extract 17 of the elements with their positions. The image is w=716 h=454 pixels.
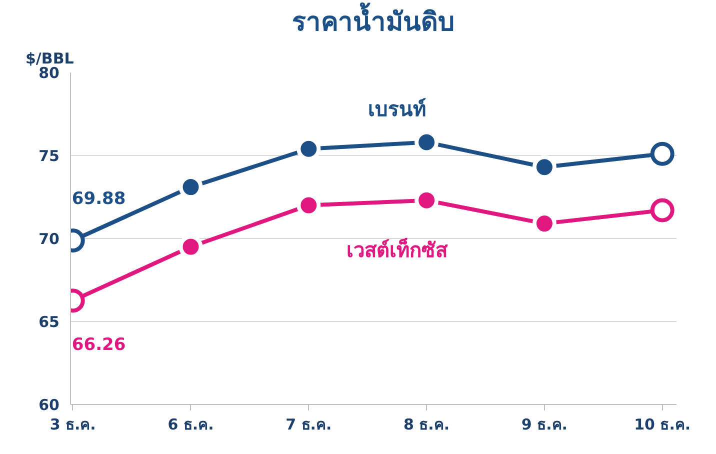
chart-title: ราคาน้ำมันดิบ bbox=[292, 2, 455, 38]
x-tick-label: 6 ธ.ค. bbox=[168, 416, 214, 434]
annotation: 69.88 bbox=[72, 188, 126, 209]
y-tick-label: 65 bbox=[38, 313, 60, 331]
x-tick-label: 7 ธ.ค. bbox=[286, 416, 332, 434]
series-label: เบรนท์ bbox=[368, 97, 426, 122]
x-tick-label: 10 ธ.ค. bbox=[634, 416, 691, 434]
x-tick-label: 3 ธ.ค. bbox=[50, 416, 96, 434]
y-tick-label: 75 bbox=[38, 147, 60, 165]
x-tick-label: 8 ธ.ค. bbox=[404, 416, 450, 434]
y-tick-label: 70 bbox=[38, 230, 60, 248]
point bbox=[650, 142, 674, 166]
annotation: 66.26 bbox=[72, 335, 126, 356]
y-tick-label: 60 bbox=[38, 396, 60, 414]
point bbox=[650, 198, 674, 222]
x-tick-label: 9 ธ.ค. bbox=[521, 416, 568, 434]
series-label: เวสต์เท็กซัส bbox=[346, 237, 449, 262]
